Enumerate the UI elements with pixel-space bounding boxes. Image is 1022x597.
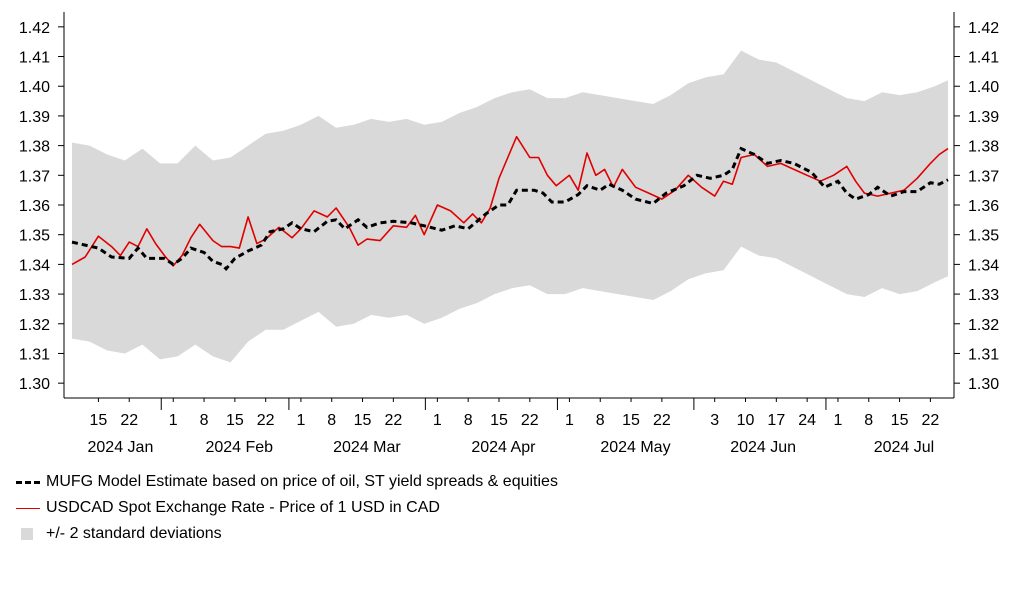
legend-label-model: MUFG Model Estimate based on price of oi… xyxy=(46,473,558,490)
y-tick-label-left: 1.30 xyxy=(19,376,50,393)
month-label: 2024 Apr xyxy=(471,439,536,456)
x-tick-label: 22 xyxy=(521,412,539,429)
chart: 1.30 1.30 1.31 1.31 1.32 1.32 1.33 1.33 1.34 1.34… xyxy=(19,12,999,456)
x-tick-label: 17 xyxy=(767,412,785,429)
y-tick-label-left: 1.35 xyxy=(19,228,50,245)
y-tick-label-right: 1.30 xyxy=(968,376,999,393)
x-tick-label: 1 xyxy=(433,412,442,429)
series-lines-layer xyxy=(71,135,949,272)
y-tick-label-right: 1.37 xyxy=(968,168,999,185)
x-tick-label: 1 xyxy=(565,412,574,429)
month-label: 2024 Jun xyxy=(730,439,796,456)
x-tick-label: 1 xyxy=(833,412,842,429)
y-tick-label-left: 1.42 xyxy=(19,20,50,37)
x-tick-label: 22 xyxy=(384,412,402,429)
y-tick-label-left: 1.41 xyxy=(19,50,50,67)
model-estimate-line xyxy=(71,146,949,272)
x-tick-label: 8 xyxy=(464,412,473,429)
x-tick-label: 15 xyxy=(354,412,372,429)
std-dev-band-layer xyxy=(72,50,948,363)
x-tick-label: 8 xyxy=(864,412,873,429)
y-tick-label-left: 1.38 xyxy=(19,139,50,156)
legend-item-model: MUFG Model Estimate based on price of oi… xyxy=(16,472,716,492)
month-label: 2024 Jul xyxy=(874,439,935,456)
legend-swatch-spot xyxy=(16,508,40,509)
legend: MUFG Model Estimate based on price of oi… xyxy=(16,472,716,550)
x-tick-label: 1 xyxy=(169,412,178,429)
y-tick-label-left: 1.31 xyxy=(19,346,50,363)
x-tick-label: 22 xyxy=(257,412,275,429)
y-tick-label-right: 1.38 xyxy=(968,139,999,156)
y-tick-label-left: 1.40 xyxy=(19,79,50,96)
y-tick-label-left: 1.33 xyxy=(19,287,50,304)
legend-item-band: +/- 2 standard deviations xyxy=(16,524,716,544)
x-tick-label: 1 xyxy=(296,412,305,429)
x-tick-label: 8 xyxy=(596,412,605,429)
legend-item-spot: USDCAD Spot Exchange Rate - Price of 1 U… xyxy=(16,498,716,518)
x-tick-label: 8 xyxy=(200,412,209,429)
x-tick-label: 22 xyxy=(120,412,138,429)
x-tick-label: 15 xyxy=(226,412,244,429)
y-tick-label-right: 1.33 xyxy=(968,287,999,304)
y-tick-label-left: 1.39 xyxy=(19,109,50,126)
x-tick-label: 24 xyxy=(798,412,816,429)
x-tick-label: 15 xyxy=(490,412,508,429)
legend-swatch-band xyxy=(21,528,33,540)
x-tick-label: 15 xyxy=(891,412,909,429)
std-dev-band xyxy=(72,50,948,363)
axes-layer: 1.30 1.30 1.31 1.31 1.32 1.32 1.33 1.33 1.34 1.34… xyxy=(19,12,999,456)
x-tick-label: 22 xyxy=(921,412,939,429)
y-tick-label-right: 1.41 xyxy=(968,50,999,67)
month-label: 2024 Jan xyxy=(88,439,154,456)
y-tick-label-right: 1.42 xyxy=(968,20,999,37)
y-tick-label-right: 1.39 xyxy=(968,109,999,126)
y-tick-label-right: 1.32 xyxy=(968,317,999,334)
x-tick-label: 3 xyxy=(710,412,719,429)
month-label: 2024 Feb xyxy=(205,439,273,456)
spot-rate-line xyxy=(71,135,949,267)
y-tick-label-left: 1.32 xyxy=(19,317,50,334)
legend-swatch-model xyxy=(16,481,40,484)
x-tick-label: 8 xyxy=(327,412,336,429)
x-tick-label: 22 xyxy=(653,412,671,429)
month-label: 2024 Mar xyxy=(333,439,401,456)
legend-label-spot: USDCAD Spot Exchange Rate - Price of 1 U… xyxy=(46,499,440,516)
y-tick-label-left: 1.37 xyxy=(19,168,50,185)
y-tick-label-right: 1.36 xyxy=(968,198,999,215)
y-tick-label-right: 1.34 xyxy=(968,257,999,274)
legend-label-band: +/- 2 standard deviations xyxy=(46,525,222,542)
y-tick-label-right: 1.31 xyxy=(968,346,999,363)
x-tick-label: 10 xyxy=(737,412,755,429)
x-tick-label: 15 xyxy=(90,412,108,429)
x-tick-label: 15 xyxy=(622,412,640,429)
y-tick-label-right: 1.35 xyxy=(968,228,999,245)
y-tick-label-left: 1.36 xyxy=(19,198,50,215)
month-label: 2024 May xyxy=(600,439,670,456)
y-tick-label-left: 1.34 xyxy=(19,257,50,274)
y-tick-label-right: 1.40 xyxy=(968,79,999,96)
